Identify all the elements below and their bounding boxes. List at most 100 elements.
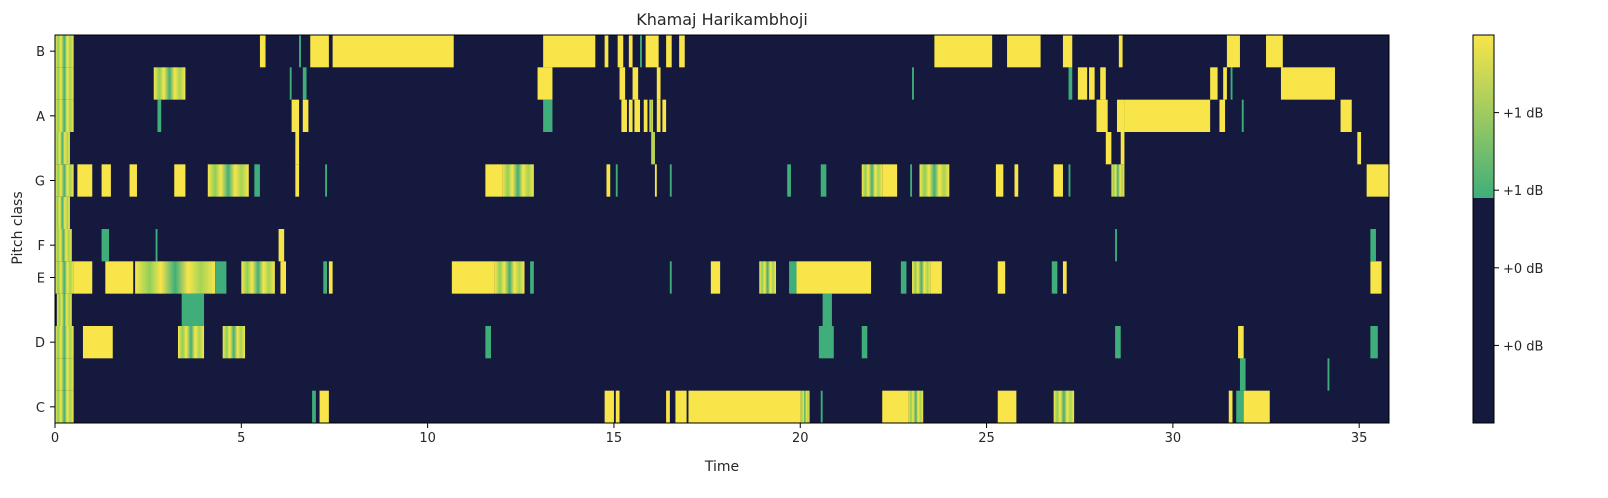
heatmap-cell-a — [1116, 99, 1125, 132]
heatmap-cell-a — [543, 99, 553, 132]
heatmap-cell-a — [628, 99, 633, 132]
heatmap-cell-a — [1124, 99, 1211, 132]
heatmap-cell-c — [1228, 390, 1233, 423]
heatmap-cell-e — [900, 261, 907, 294]
heatmap-cell-e — [1051, 261, 1058, 294]
heatmap-cell-d — [82, 326, 113, 359]
heatmap-cell-g — [1068, 164, 1071, 197]
heatmap-cell-b — [1266, 35, 1283, 68]
colorbar-tick-label: +0 dB — [1503, 262, 1543, 277]
heatmap-cell-dsharp — [56, 293, 72, 326]
heatmap-cell-csharp — [55, 358, 74, 391]
heatmap-cell-g — [174, 164, 186, 197]
heatmap-cell-asharp — [1280, 67, 1335, 100]
heatmap-cell-b — [1118, 35, 1123, 68]
x-tick-label: 30 — [1165, 431, 1182, 446]
heatmap-cell-csharp — [1327, 358, 1330, 391]
heatmap-cell-g — [606, 164, 611, 197]
y-axis-label: Pitch class — [10, 191, 26, 264]
heatmap-cell-asharp — [1230, 67, 1233, 100]
heatmap-cell-e — [494, 261, 525, 294]
heatmap-cell-g — [995, 164, 1004, 197]
y-tick-label: E — [37, 272, 45, 287]
y-axis: C D E F G A B — [35, 45, 55, 416]
heatmap-cell-b — [332, 35, 454, 68]
heatmap-cell-g — [207, 164, 249, 197]
x-tick-label: 25 — [978, 431, 995, 446]
heatmap-cell-a — [291, 99, 300, 132]
heatmap-cell-b — [640, 35, 642, 68]
heatmap-cell-d — [485, 326, 491, 359]
y-tick-label: F — [38, 239, 45, 254]
heatmap-cell-c — [688, 390, 801, 423]
heatmap-cell-e — [930, 261, 942, 294]
heatmap-cell-asharp — [1210, 67, 1218, 100]
heatmap-cell-b — [1226, 35, 1240, 68]
heatmap-cell-asharp — [656, 67, 661, 100]
heatmap-cell-b — [299, 35, 301, 68]
heatmap-cell-e — [241, 261, 275, 294]
heatmap-cell-e — [55, 261, 74, 294]
heatmap-cell-g — [77, 164, 93, 197]
heatmap-cell-c — [615, 390, 620, 423]
heatmap-cell-gsharp — [1105, 132, 1112, 165]
heatmap-cell-c — [882, 390, 909, 423]
heatmap-cell-b — [259, 35, 266, 68]
heatmap-cell-g — [820, 164, 827, 197]
heatmap-cell-d — [818, 326, 834, 359]
heatmap-cell-c — [55, 390, 74, 423]
heatmap-cell-a — [157, 99, 162, 132]
heatmap-cell-c — [319, 390, 329, 423]
heatmap-cell-e — [280, 261, 287, 294]
heatmap-cell-g — [1111, 164, 1125, 197]
heatmap-plot-area — [54, 34, 1390, 424]
heatmap-cell-d — [55, 326, 74, 359]
heatmap-cell-dsharp — [822, 293, 832, 326]
heatmap-cell-e — [328, 261, 333, 294]
heatmap-cell-f — [55, 229, 72, 262]
heatmap-cell-b — [1062, 35, 1073, 68]
heatmap-cell-e — [135, 261, 216, 294]
colorbar-tick-label: +0 dB — [1503, 339, 1543, 354]
heatmap-cell-asharp — [1077, 67, 1088, 100]
chart-title: Khamaj Harikambhoji — [636, 10, 808, 29]
y-tick-label: G — [35, 175, 45, 190]
heatmap-cell-c — [675, 390, 687, 423]
heatmap-cell-g — [129, 164, 137, 197]
heatmap-cell-gsharp — [1357, 132, 1362, 165]
heatmap-cell-b — [679, 35, 685, 68]
heatmap-cell-d — [861, 326, 868, 359]
colorbar-gradient-band — [1473, 35, 1494, 198]
heatmap-cell-a — [649, 99, 654, 132]
heatmap-cell-b — [645, 35, 659, 68]
heatmap-cell-asharp — [619, 67, 626, 100]
colorbar: +0 dB +0 dB +1 dB +1 dB — [1472, 34, 1543, 424]
heatmap-cell-a — [656, 99, 661, 132]
heatmap-cell-f — [278, 229, 285, 262]
heatmap-cell-b — [617, 35, 624, 68]
heatmap-cell-g — [295, 164, 300, 197]
colorbar-frame — [1472, 34, 1495, 424]
heatmap-cell-c — [604, 390, 614, 423]
x-tick-label: 0 — [51, 431, 59, 446]
heatmap-cell-d — [1238, 326, 1244, 359]
heatmap-cell-e — [105, 261, 134, 294]
heatmap-cell-a — [55, 99, 74, 132]
x-axis: 0 5 10 15 20 25 30 35 — [51, 423, 1367, 446]
heatmap-cell-b — [55, 35, 74, 68]
heatmap-cell-a — [621, 99, 627, 132]
heatmap-cell-b — [310, 35, 329, 68]
heatmap-cell-a — [302, 99, 309, 132]
heatmap-cell-c — [1053, 390, 1075, 423]
x-axis-label: Time — [704, 459, 739, 475]
heatmap-cell-c — [908, 390, 924, 423]
heatmap-cell-d — [222, 326, 246, 359]
heatmap-cell-g — [325, 164, 328, 197]
plot-frame — [54, 34, 1390, 424]
heatmap-cell-b — [543, 35, 596, 68]
y-tick-label: A — [36, 110, 45, 125]
heatmap-cell-f — [155, 229, 158, 262]
heatmap-cell-asharp — [1068, 67, 1073, 100]
heatmap-cell-f — [1370, 229, 1376, 262]
